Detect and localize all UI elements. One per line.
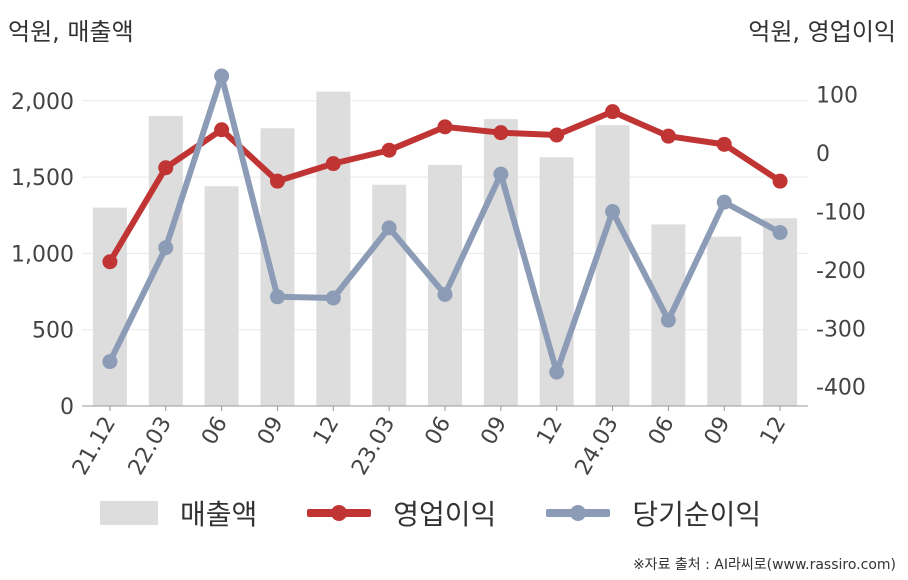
point-operating xyxy=(437,119,453,135)
x-tick-label: 12 xyxy=(309,413,345,450)
y-left-tick-label: 500 xyxy=(32,319,74,344)
y-right-tick-label: -200 xyxy=(816,259,866,284)
y-left-tick-label: 1,500 xyxy=(11,166,74,191)
left-axis-unit: 억원, 매출액 xyxy=(8,18,134,46)
x-tick-label: 22.03 xyxy=(124,413,177,480)
revenue-bar xyxy=(428,164,462,406)
revenue-bar xyxy=(707,236,742,406)
revenue-bar xyxy=(763,218,798,406)
legend-item-revenue: 매출액 xyxy=(100,493,257,533)
x-tick-label: 09 xyxy=(700,413,736,450)
x-tick-label: 06 xyxy=(197,413,233,450)
x-tick-label: 23.03 xyxy=(347,413,400,480)
point-net xyxy=(549,364,565,380)
y-left-tick-label: 1,000 xyxy=(11,242,74,267)
revenue-bar xyxy=(595,125,630,406)
y-right-tick-label: -400 xyxy=(816,376,866,401)
x-tick-label: 12 xyxy=(756,413,792,450)
x-tick-label: 06 xyxy=(644,413,680,450)
point-net xyxy=(605,204,621,220)
point-operating xyxy=(158,160,174,176)
point-net xyxy=(102,354,118,370)
x-tick-label: 06 xyxy=(421,413,457,450)
legend-marker-net xyxy=(570,505,587,521)
legend-marker-operating xyxy=(331,505,348,521)
point-operating xyxy=(716,136,732,152)
revenue-bar xyxy=(316,91,351,406)
legend-label-net: 당기순이익 xyxy=(632,498,762,531)
revenue-bars xyxy=(92,91,798,407)
y-left-tick-label: 2,000 xyxy=(11,90,74,115)
point-operating xyxy=(660,128,676,144)
legend-line-swatch-net xyxy=(546,505,611,521)
point-net xyxy=(158,240,174,256)
x-tick-label: 09 xyxy=(253,413,289,450)
point-net xyxy=(325,290,341,306)
y-right-tick-label: -100 xyxy=(816,201,866,226)
legend-label-operating: 영업이익 xyxy=(393,498,497,531)
point-operating xyxy=(772,173,788,189)
x-tick-label: 24.03 xyxy=(571,413,624,480)
point-operating xyxy=(214,122,230,138)
point-operating xyxy=(102,254,118,270)
combo-chart: 0 500 1,000 1,500 2,000 -400 -300 -200 -100 0 100 2… xyxy=(11,68,866,480)
right-axis-unit: 억원, 영업이익 xyxy=(748,18,896,46)
point-net xyxy=(269,289,285,305)
y-left-tick-label: 0 xyxy=(60,395,74,420)
point-net xyxy=(381,220,397,236)
legend-item-operating: 영업이익 xyxy=(307,493,496,533)
y-right-tick-label: 0 xyxy=(816,142,830,167)
legend: 매출액 영업이익 당기순이익 xyxy=(100,493,811,533)
revenue-bar xyxy=(204,186,239,406)
point-net xyxy=(437,286,453,302)
x-tick-label: 09 xyxy=(476,413,512,450)
legend-label-revenue: 매출액 xyxy=(180,498,258,531)
profit-lines xyxy=(102,68,788,380)
point-operating xyxy=(381,142,397,158)
point-operating xyxy=(605,104,621,120)
x-tick-label: 12 xyxy=(532,413,568,450)
point-net xyxy=(214,68,230,84)
y-right-tick-label: 100 xyxy=(816,84,858,109)
point-operating xyxy=(493,125,509,141)
legend-bar-swatch xyxy=(100,501,158,525)
point-operating xyxy=(325,156,341,172)
revenue-bar xyxy=(372,184,407,406)
legend-item-net: 당기순이익 xyxy=(546,493,761,533)
point-net xyxy=(493,166,509,182)
source-note: ※자료 출처 : AI라씨로(www.rassiro.com) xyxy=(632,557,896,573)
point-net xyxy=(716,194,732,210)
point-operating xyxy=(269,173,285,189)
axes xyxy=(82,405,808,411)
y-right-tick-label: -300 xyxy=(816,317,866,342)
x-tick-label: 21.12 xyxy=(68,413,121,480)
point-net xyxy=(660,312,676,328)
point-operating xyxy=(549,127,565,143)
legend-line-swatch-operating xyxy=(307,505,372,521)
revenue-bar xyxy=(483,119,518,407)
point-net xyxy=(772,225,788,241)
